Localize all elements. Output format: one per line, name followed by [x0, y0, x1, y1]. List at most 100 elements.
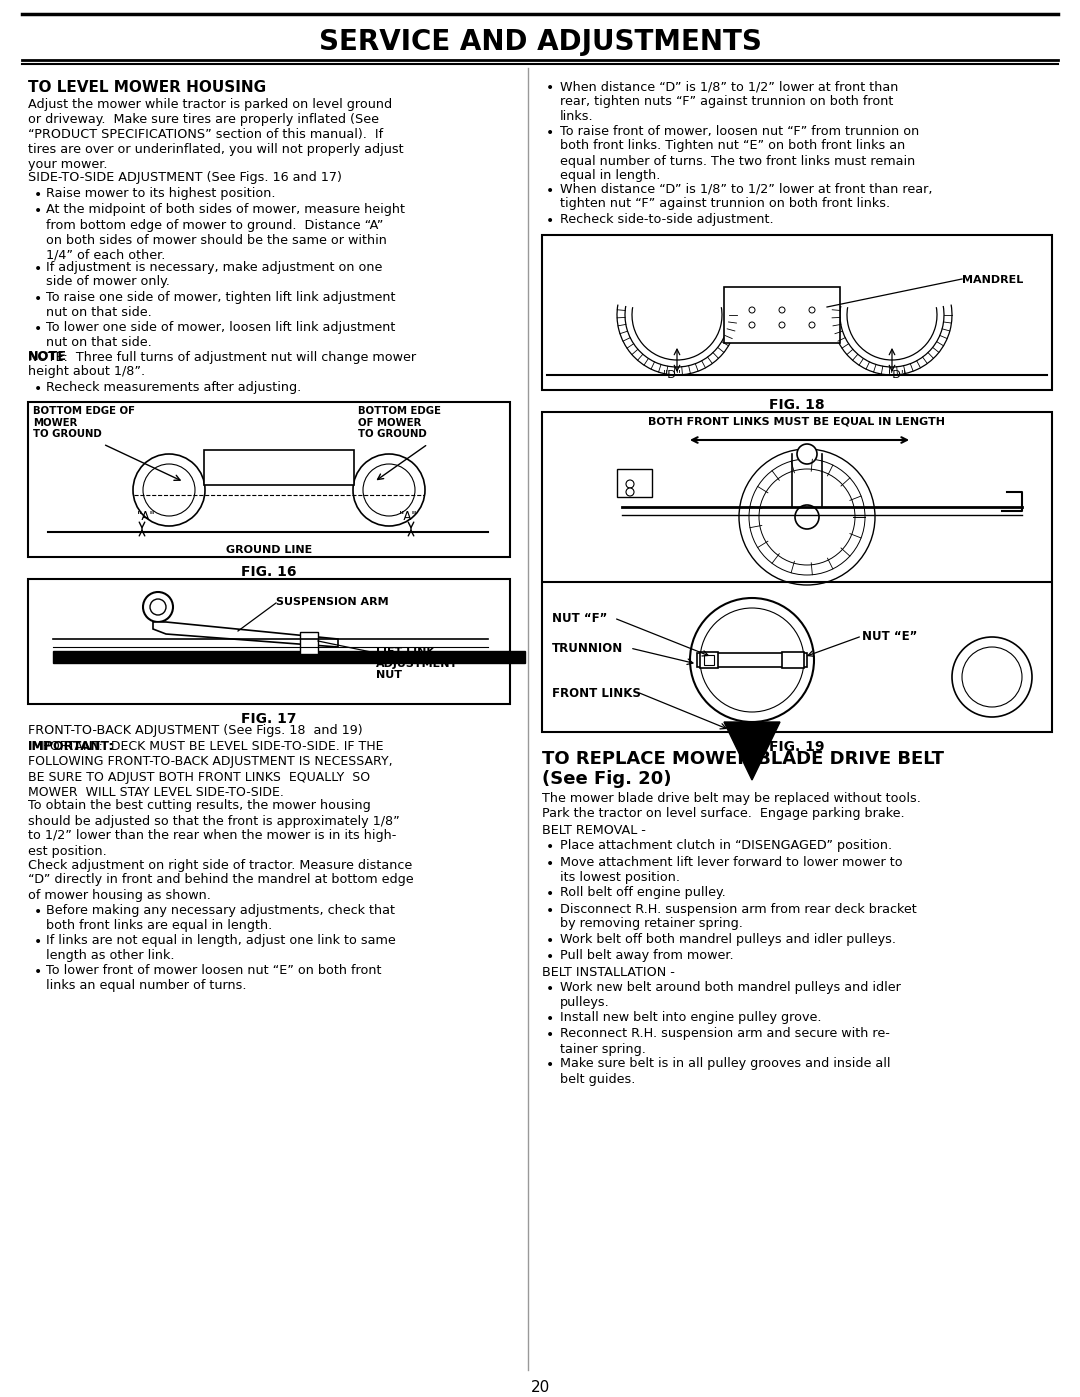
Text: The mower blade drive belt may be replaced without tools.
Park the tractor on le: The mower blade drive belt may be replac…	[542, 792, 921, 820]
Text: •: •	[546, 904, 554, 918]
Polygon shape	[724, 722, 780, 780]
Circle shape	[150, 599, 166, 615]
Text: If links are not equal in length, adjust one link to same
length as other link.: If links are not equal in length, adjust…	[46, 935, 395, 963]
Text: To obtain the best cutting results, the mower housing
should be adjusted so that: To obtain the best cutting results, the …	[28, 799, 400, 858]
Bar	[700, 652, 718, 668]
Text: FRONT LINKS: FRONT LINKS	[552, 687, 640, 700]
Text: To lower one side of mower, loosen lift link adjustment
nut on that side.: To lower one side of mower, loosen lift …	[46, 320, 395, 348]
Circle shape	[962, 647, 1022, 707]
Text: •: •	[546, 1059, 554, 1073]
Circle shape	[700, 608, 804, 712]
Text: •: •	[546, 982, 554, 996]
Text: NOTE:  Three full turns of adjustment nut will change mower
height about 1/8”.: NOTE: Three full turns of adjustment nut…	[28, 351, 416, 379]
Text: "A": "A"	[137, 510, 156, 522]
Text: •: •	[546, 1011, 554, 1025]
Text: Pull belt away from mower.: Pull belt away from mower.	[561, 949, 733, 963]
Text: Work new belt around both mandrel pulleys and idler
pulleys.: Work new belt around both mandrel pulley…	[561, 981, 901, 1009]
Bar	[697, 652, 807, 666]
Circle shape	[779, 307, 785, 313]
Text: Place attachment clutch in “DISENGAGED” position.: Place attachment clutch in “DISENGAGED” …	[561, 840, 892, 852]
Text: Check adjustment on right side of tractor. Measure distance
“D” directly in fron: Check adjustment on right side of tracto…	[28, 859, 414, 901]
Text: To raise one side of mower, tighten lift link adjustment
nut on that side.: To raise one side of mower, tighten lift…	[46, 291, 395, 319]
Text: IMPORTANT:: IMPORTANT:	[28, 740, 114, 753]
Text: Raise mower to its highest position.: Raise mower to its highest position.	[46, 187, 275, 200]
Circle shape	[797, 444, 816, 464]
Text: MANDREL: MANDREL	[962, 275, 1023, 285]
Text: •: •	[546, 126, 554, 140]
Text: TO REPLACE MOWER BLADE DRIVE BELT: TO REPLACE MOWER BLADE DRIVE BELT	[542, 750, 944, 768]
Text: FRONT-TO-BACK ADJUSTMENT (See Figs. 18  and 19): FRONT-TO-BACK ADJUSTMENT (See Figs. 18 a…	[28, 724, 363, 738]
Text: •: •	[546, 933, 554, 947]
Text: •: •	[546, 841, 554, 855]
Text: FIG. 17: FIG. 17	[241, 712, 297, 726]
Text: •: •	[33, 292, 42, 306]
Circle shape	[690, 598, 814, 722]
Text: LIFT LINK
ADJUSTMENT
NUT: LIFT LINK ADJUSTMENT NUT	[376, 647, 458, 680]
Text: FIG. 16: FIG. 16	[241, 564, 297, 578]
Text: To lower front of mower loosen nut “E” on both front
links an equal number of tu: To lower front of mower loosen nut “E” o…	[46, 964, 381, 992]
Text: NUT “F”: NUT “F”	[552, 612, 607, 624]
Circle shape	[626, 488, 634, 496]
Text: NOTE: NOTE	[28, 351, 67, 363]
Circle shape	[363, 464, 415, 515]
Text: Disconnect R.H. suspension arm from rear deck bracket
by removing retainer sprin: Disconnect R.H. suspension arm from rear…	[561, 902, 917, 930]
Bar	[724, 286, 840, 344]
Bar	[617, 469, 652, 497]
Text: When distance “D” is 1/8” to 1/2” lower at front than
rear, tighten nuts “F” aga: When distance “D” is 1/8” to 1/2” lower …	[561, 80, 899, 123]
Text: IMPORTANT:  DECK MUST BE LEVEL SIDE-TO-SIDE. IF THE
FOLLOWING FRONT-TO-BACK ADJU: IMPORTANT: DECK MUST BE LEVEL SIDE-TO-SI…	[28, 740, 393, 799]
Text: •: •	[546, 887, 554, 901]
Text: •: •	[33, 204, 42, 218]
Text: 20: 20	[530, 1380, 550, 1396]
Text: SIDE-TO-SIDE ADJUSTMENT (See Figs. 16 and 17): SIDE-TO-SIDE ADJUSTMENT (See Figs. 16 an…	[28, 172, 342, 184]
Bar	[204, 450, 354, 485]
Text: BELT REMOVAL -: BELT REMOVAL -	[542, 824, 646, 837]
Circle shape	[809, 321, 815, 328]
Circle shape	[779, 321, 785, 328]
Text: •: •	[33, 965, 42, 979]
Circle shape	[750, 460, 865, 576]
Bar	[542, 235, 1052, 390]
Bar	[28, 578, 510, 704]
Circle shape	[626, 481, 634, 488]
Bar	[782, 652, 804, 668]
Text: FIG. 18: FIG. 18	[769, 398, 825, 412]
Circle shape	[143, 464, 195, 515]
Circle shape	[133, 454, 205, 527]
Text: Reconnect R.H. suspension arm and secure with re-
tainer spring.: Reconnect R.H. suspension arm and secure…	[561, 1028, 890, 1056]
Text: Work belt off both mandrel pulleys and idler pulleys.: Work belt off both mandrel pulleys and i…	[561, 933, 896, 946]
Text: Adjust the mower while tractor is parked on level ground
or driveway.  Make sure: Adjust the mower while tractor is parked…	[28, 98, 404, 170]
Text: To raise front of mower, loosen nut “F” from trunnion on
both front links. Tight: To raise front of mower, loosen nut “F” …	[561, 124, 919, 183]
Text: (See Fig. 20): (See Fig. 20)	[542, 770, 672, 788]
Text: SUSPENSION ARM: SUSPENSION ARM	[276, 597, 389, 608]
Text: If adjustment is necessary, make adjustment on one
side of mower only.: If adjustment is necessary, make adjustm…	[46, 260, 382, 289]
Text: •: •	[546, 215, 554, 229]
Text: Install new belt into engine pulley grove.: Install new belt into engine pulley grov…	[561, 1011, 822, 1024]
Text: When distance “D” is 1/8” to 1/2” lower at front than rear,
tighten nut “F” agai: When distance “D” is 1/8” to 1/2” lower …	[561, 183, 932, 211]
Text: Recheck measurements after adjusting.: Recheck measurements after adjusting.	[46, 380, 301, 394]
Text: Roll belt off engine pulley.: Roll belt off engine pulley.	[561, 886, 726, 900]
Circle shape	[739, 448, 875, 585]
Text: SERVICE AND ADJUSTMENTS: SERVICE AND ADJUSTMENTS	[319, 28, 761, 56]
Text: •: •	[33, 381, 42, 395]
Bar	[300, 631, 318, 654]
Polygon shape	[153, 622, 338, 647]
Text: •: •	[546, 856, 554, 870]
Text: •: •	[33, 935, 42, 949]
Text: TO LEVEL MOWER HOUSING: TO LEVEL MOWER HOUSING	[28, 80, 266, 95]
Text: BELT INSTALLATION -: BELT INSTALLATION -	[542, 965, 675, 978]
Circle shape	[750, 307, 755, 313]
Text: "D": "D"	[662, 370, 681, 380]
Text: •: •	[33, 189, 42, 203]
Text: At the midpoint of both sides of mower, measure height
from bottom edge of mower: At the midpoint of both sides of mower, …	[46, 204, 405, 261]
Text: NUT “E”: NUT “E”	[862, 630, 917, 643]
Text: FIG. 19: FIG. 19	[769, 740, 825, 754]
Text: Make sure belt is in all pulley grooves and inside all
belt guides.: Make sure belt is in all pulley grooves …	[561, 1058, 891, 1085]
Text: GROUND LINE: GROUND LINE	[226, 545, 312, 555]
Text: BOTTOM EDGE
OF MOWER
TO GROUND: BOTTOM EDGE OF MOWER TO GROUND	[357, 407, 441, 439]
Text: •: •	[33, 261, 42, 275]
Text: •: •	[546, 81, 554, 95]
Circle shape	[951, 637, 1032, 717]
Text: BOTTOM EDGE OF
MOWER
TO GROUND: BOTTOM EDGE OF MOWER TO GROUND	[33, 407, 135, 439]
Text: Before making any necessary adjustments, check that
both front links are equal i: Before making any necessary adjustments,…	[46, 904, 395, 932]
Circle shape	[759, 469, 855, 564]
